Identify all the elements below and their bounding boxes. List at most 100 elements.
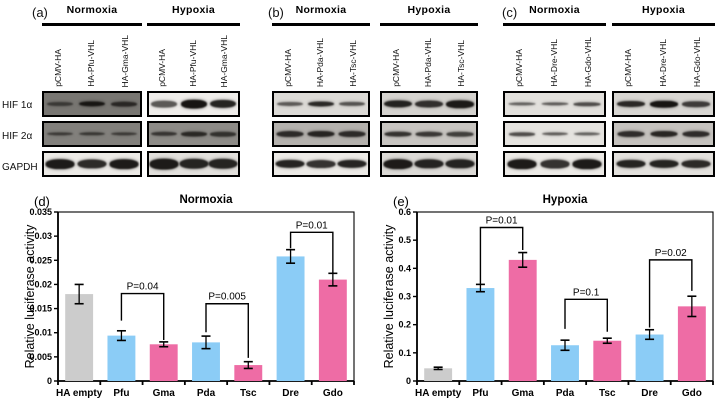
y-tick-label: 0: [406, 376, 411, 386]
condition-label: Normoxia: [529, 4, 580, 16]
bar-Gdo: [318, 279, 347, 381]
y-tick-label: 0.025: [29, 255, 52, 265]
blot-band: [210, 99, 237, 109]
lane-label: HA-Tsc-VHL: [456, 40, 466, 87]
blot-band: [45, 159, 75, 169]
blot-band: [541, 132, 568, 136]
blot-band: [150, 131, 177, 137]
x-category-label: HA empty: [56, 388, 103, 399]
lane-label: pCMV-HA: [390, 49, 401, 87]
blot-band: [383, 100, 412, 108]
blot-band: [306, 160, 336, 168]
lane: HA-Gdo-VHL: [681, 26, 715, 87]
bar-Gdo: [677, 306, 706, 381]
lane-label: HA-Pfu-VHL: [187, 40, 198, 87]
blot-band: [445, 159, 475, 169]
panel-letter: (e): [393, 194, 409, 209]
bar-Dre: [635, 334, 664, 381]
lane-label: HA-Pda-VHL: [423, 37, 434, 87]
condition-underline: [42, 23, 142, 26]
significance-bracket: [205, 303, 249, 358]
blot-band: [110, 132, 137, 136]
lane: HA-Pfu-VHL: [178, 26, 209, 87]
condition-underline: [147, 23, 240, 26]
blot-band: [682, 101, 711, 107]
lane: pCMV-HA: [147, 26, 178, 87]
condition-block-normoxia: Normoxia pCMV-HA HA-Dre-VHL HA-Gdo-VHL: [503, 4, 606, 177]
blot-box: [612, 151, 715, 177]
p-value-label: P=0.005: [208, 292, 246, 303]
blot-band: [77, 159, 107, 169]
panel-letter: (d): [34, 194, 50, 209]
condition-underline: [612, 23, 715, 26]
blot-band: [508, 132, 535, 136]
lane-label: HA-Tsc-VHL: [348, 40, 358, 87]
significance-bracket: [120, 292, 165, 340]
lane-label: HA-Pfu-VHL: [86, 40, 97, 87]
blot-box: [272, 91, 370, 117]
blot-row-label: GAPDH: [2, 161, 38, 173]
condition-block-normoxia: Normoxia pCMV-HA HA-Pda-VHL HA-Tsc-VHL: [272, 4, 370, 177]
blot-row-label: HIF 1α: [2, 99, 33, 111]
x-category-label: Gma: [512, 388, 535, 399]
blot-band: [541, 102, 568, 106]
lane: HA-Tsc-VHL: [445, 26, 478, 87]
blot-box: [380, 91, 478, 117]
blot-box: [503, 121, 606, 147]
condition-block-hypoxia: Hypoxia pCMV-HA HA-Pda-VHL HA-Tsc-VHL: [380, 4, 478, 177]
blot-band: [79, 132, 105, 136]
blot-band: [649, 159, 678, 169]
blot-box: [42, 151, 142, 177]
chart-e: 0 0.1 0.2 0.3 0.4 0.5 0.6 HA empty Pfu Gma Pda Tsc D…: [383, 194, 714, 399]
y-axis-title: Relative luciferase activity: [24, 224, 37, 369]
blot-band: [275, 159, 305, 169]
y-tick-label: 0.2: [398, 320, 411, 330]
panel-letter: (a): [32, 5, 48, 20]
x-category-label: HA empty: [415, 388, 462, 399]
blot-band: [110, 101, 137, 107]
y-tick-label: 0.1: [398, 348, 411, 358]
lane: HA-Pfu-VHL: [75, 26, 108, 87]
blot-band: [149, 158, 179, 170]
lane-label: HA-Gma-VHL: [119, 34, 130, 87]
bar-HA empty: [65, 294, 94, 381]
blot-band: [276, 131, 304, 137]
blot-band: [414, 159, 444, 169]
lane-label: pCMV-HA: [514, 49, 525, 87]
blot-box: [147, 151, 240, 177]
y-tick-label: 0.03: [34, 231, 52, 241]
y-tick-label: 0.4: [398, 263, 411, 273]
blot-band: [276, 101, 303, 107]
y-axis-title: Relative luciferase activity: [383, 224, 396, 369]
blot-band: [650, 130, 677, 138]
bar-Gma: [508, 259, 537, 381]
chart-title: Normoxia: [179, 194, 233, 206]
bar-HA empty: [424, 368, 453, 381]
blot-band: [574, 132, 601, 136]
lane: HA-Gma-VHL: [109, 26, 142, 87]
lane-labels: pCMV-HA HA-Dre-VHL HA-Gdo-VHL: [612, 26, 715, 87]
x-category-label: Pda: [197, 388, 216, 399]
bar-Dre: [276, 256, 305, 381]
lane-label: HA-Gma-VHL: [218, 34, 229, 87]
blot-band: [415, 100, 443, 108]
condition-underline: [503, 23, 606, 26]
p-value-label: P=0.01: [486, 215, 518, 226]
lane-label: HA-Pda-VHL: [315, 37, 326, 87]
x-category-label: Tsc: [240, 388, 257, 399]
lane-labels: pCMV-HA HA-Dre-VHL HA-Gdo-VHL: [503, 26, 606, 87]
condition-underline: [380, 23, 478, 26]
blot-box: [272, 151, 370, 177]
blot-box: [503, 151, 606, 177]
x-category-label: Gdo: [323, 388, 343, 399]
blot-box: [42, 121, 142, 147]
blot-band: [649, 100, 678, 108]
p-value-label: P=0.1: [573, 287, 600, 298]
blot-box: [380, 121, 478, 147]
chart-title: Hypoxia: [543, 194, 588, 206]
blot-band: [109, 159, 139, 169]
y-tick-label: 0: [47, 376, 52, 386]
blot-band: [616, 100, 645, 108]
bar-Gma: [149, 344, 178, 381]
